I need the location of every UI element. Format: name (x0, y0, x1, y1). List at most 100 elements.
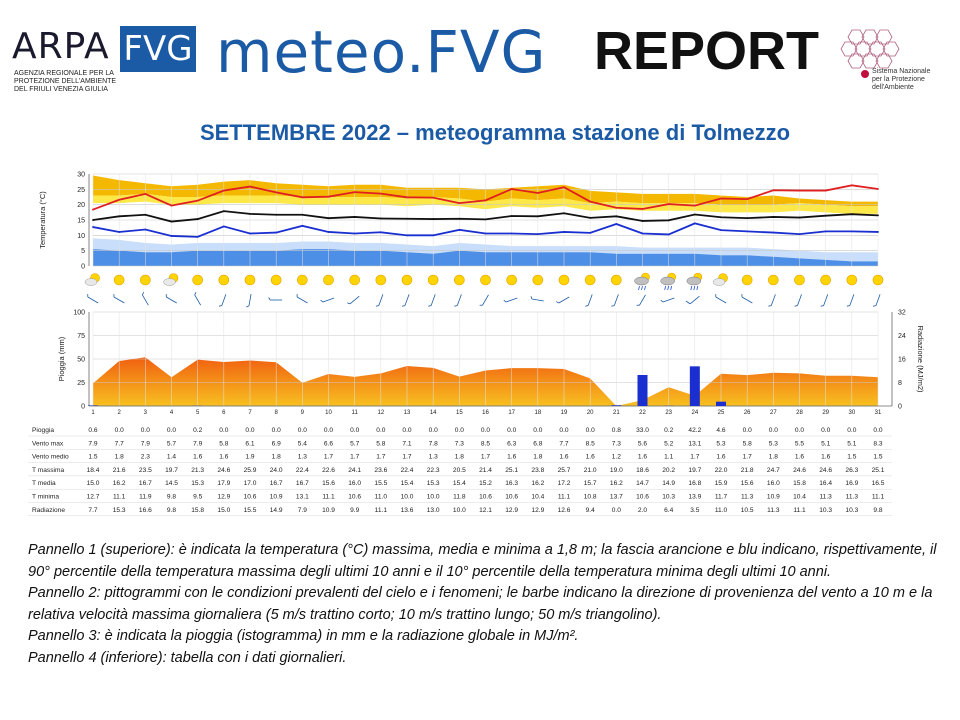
arpa-logo-text: ARPA (12, 26, 110, 67)
sun-icon (611, 274, 622, 286)
temp-point (275, 191, 278, 194)
rain-y-tick-label: 25 (77, 380, 85, 387)
table-cell: 18.6 (636, 467, 649, 474)
wind-barb-tick (820, 305, 824, 307)
sun-icon (611, 274, 622, 286)
rain-drop-icon (644, 285, 646, 291)
x-tick-label: 17 (508, 410, 515, 416)
table-cell: 6.9 (272, 440, 281, 447)
table-cell: 1.6 (219, 454, 228, 461)
wind-barb-icon (194, 292, 202, 306)
table-cell: 13.1 (296, 494, 309, 501)
x-tick-label: 21 (613, 410, 620, 416)
temp-point (536, 233, 539, 236)
table-cell: 16.3 (505, 480, 518, 487)
temp-point (353, 216, 356, 218)
table-cell: 11.1 (872, 494, 885, 501)
wind-barb-tick (246, 305, 250, 308)
x-tick-label: 4 (170, 410, 174, 416)
sun-icon (270, 274, 282, 286)
table-cell: 15.3 (113, 507, 126, 514)
table-cell: 0.0 (533, 427, 542, 434)
sun-icon (820, 274, 831, 286)
table-cell: 0.0 (350, 427, 359, 434)
table-cell: 1.8 (533, 454, 542, 461)
sun-icon (113, 274, 125, 286)
temp-point (458, 217, 461, 220)
table-cell: 11.9 (139, 494, 152, 501)
temp-point (170, 204, 173, 207)
sun-icon (427, 274, 439, 286)
fvg-logo-box: FVG (120, 26, 196, 72)
temp-point (563, 231, 565, 233)
table-cell: 12.9 (217, 494, 230, 501)
table-cell: 15.5 (244, 507, 257, 514)
table-cell: 10.6 (348, 494, 361, 501)
temp-point (746, 198, 749, 201)
table-row-label: Vento max (32, 440, 64, 447)
temp-point (824, 214, 827, 217)
table-cell: 13.1 (688, 440, 701, 447)
x-tick-label: 23 (665, 410, 672, 416)
table-cell: 16.0 (348, 480, 361, 487)
agency-line: AGENZIA REGIONALE PER LA (14, 70, 114, 77)
x-tick-label: 2 (117, 410, 121, 416)
sun-icon (872, 274, 884, 286)
table-cell: 0.0 (481, 427, 490, 434)
temp-point (693, 213, 696, 216)
sun-icon (323, 274, 334, 286)
snpa-line: per la Protezione (872, 76, 925, 83)
table-cell: 13.9 (688, 494, 701, 501)
sun-cloud-icon (712, 273, 728, 286)
temp-point (615, 223, 618, 225)
sun-icon (454, 274, 465, 286)
wind-barb-icon (402, 294, 410, 307)
temp-point (720, 216, 722, 219)
sun-icon (558, 274, 570, 286)
table-cell: 0.0 (586, 427, 595, 434)
x-tick-label: 5 (196, 410, 200, 416)
table-cell: 19.0 (610, 467, 623, 474)
wind-barb-shaft (430, 294, 436, 306)
table-cell: 10.6 (479, 494, 492, 501)
table-cell: 4.6 (716, 427, 725, 434)
table-cell: 0.2 (193, 427, 202, 434)
wind-barb-tick (741, 294, 743, 298)
temp-point (118, 198, 121, 201)
table-cell: 0.0 (455, 427, 464, 434)
wind-barb-tick (660, 299, 664, 303)
wind-barb-tick (268, 297, 271, 301)
table-cell: 5.1 (821, 440, 830, 447)
temp-point (589, 200, 592, 203)
rain-bar (637, 374, 648, 406)
wind-barb-icon (715, 294, 727, 304)
temp-point (536, 215, 539, 218)
table-cell: 15.9 (715, 480, 728, 487)
wind-barb-icon (530, 296, 544, 302)
table-cell: 10.4 (793, 494, 806, 501)
table-cell: 24.6 (819, 467, 832, 474)
wind-barb-icon (846, 294, 855, 307)
temp-y-tick-label: 5 (81, 248, 85, 255)
table-cell: 1.6 (586, 454, 595, 461)
wind-barb-shaft (482, 294, 489, 306)
agency-line: PROTEZIONE DELL'AMBIENTE (14, 78, 117, 85)
sun-icon (349, 274, 360, 286)
caption-panel-2: Pannello 2: pittogrammi con le condizion… (28, 585, 933, 623)
temp-point (667, 203, 670, 205)
table-cell: 21.8 (741, 467, 754, 474)
table-cell: 22.3 (427, 467, 440, 474)
wind-barb-icon (268, 297, 283, 301)
table-cell: 1.6 (193, 454, 202, 461)
table-cell: 0.6 (88, 427, 97, 434)
table-cell: 10.6 (636, 494, 649, 501)
wind-barb-tick (87, 294, 89, 298)
x-tick-label: 6 (222, 410, 226, 416)
table-cell: 0.0 (795, 427, 804, 434)
temp-y-tick-label: 30 (77, 172, 85, 179)
table-cell: 1.5 (873, 454, 882, 461)
rain-y-axis-label: Pioggia (mm) (57, 336, 66, 381)
sun-icon (558, 274, 570, 286)
table-cell: 11.3 (767, 507, 780, 514)
table-cell: 11.1 (793, 507, 806, 514)
